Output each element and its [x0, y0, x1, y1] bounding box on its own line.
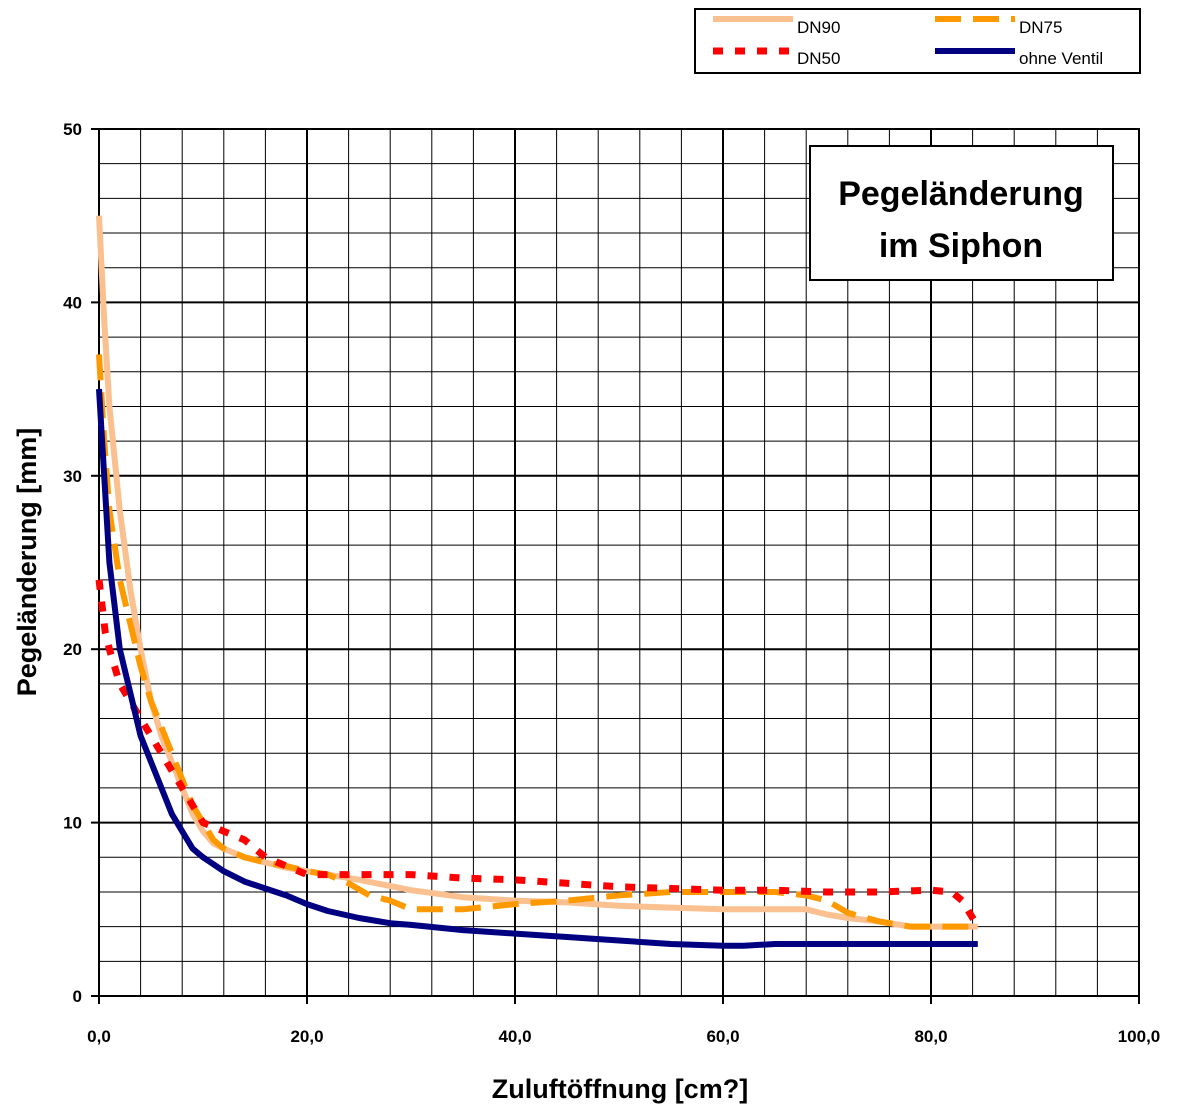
series-line-ohne-ventil	[96, 388, 978, 949]
legend-label-ohne-ventil: ohne Ventil	[1019, 49, 1103, 68]
x-axis-ticks: 0,0 20,0 40,0 60,0 80,0 100,0	[87, 996, 1160, 1046]
y-tick-label: 50	[63, 120, 82, 139]
grid-minor	[99, 129, 1139, 996]
y-tick-label: 0	[73, 987, 82, 1006]
chart-title-line-1: Pegeländerung	[838, 175, 1084, 213]
series-line-dn75	[96, 354, 978, 930]
chart-title-line-2: im Siphon	[879, 227, 1043, 265]
chart-title-box: Pegeländerung im Siphon	[809, 145, 1114, 281]
x-tick-label: 80,0	[914, 1027, 947, 1046]
y-axis-title: Pegeländerung [mm]	[12, 428, 42, 697]
series-layer	[95, 215, 981, 949]
title-box-frame	[809, 145, 1114, 281]
legend-label-dn90: DN90	[797, 18, 840, 37]
legend-label-dn50: DN50	[797, 49, 840, 68]
y-axis-ticks: 0 10 20 30 40 50	[63, 120, 99, 1006]
x-tick-label: 60,0	[706, 1027, 739, 1046]
y-tick-label: 30	[63, 467, 82, 486]
legend: DN90 DN75 DN50 ohne Ventil	[694, 8, 1141, 74]
x-tick-label: 20,0	[290, 1027, 323, 1046]
legend-label-dn75: DN75	[1019, 18, 1062, 37]
x-tick-label: 40,0	[498, 1027, 531, 1046]
x-tick-label: 100,0	[1118, 1027, 1161, 1046]
x-axis-title: Zuluftöffnung [cm?]	[492, 1074, 748, 1104]
y-tick-label: 10	[63, 814, 82, 833]
y-tick-label: 20	[63, 640, 82, 659]
grid-major	[99, 129, 1139, 996]
y-tick-label: 40	[63, 293, 82, 312]
x-tick-label: 0,0	[87, 1027, 111, 1046]
plot-frame	[98, 128, 1140, 997]
